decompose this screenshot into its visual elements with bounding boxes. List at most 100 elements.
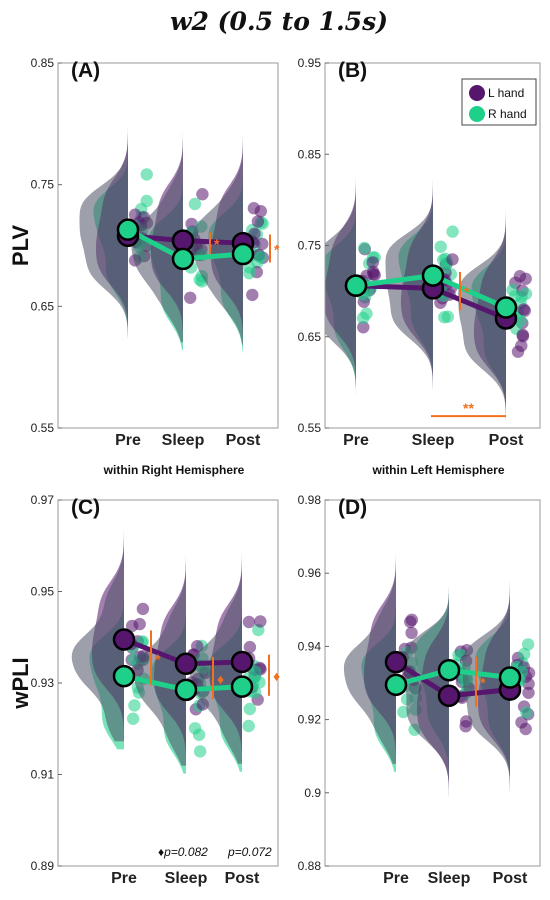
y-tick-label: 0.95	[31, 585, 55, 599]
violin-overlap	[458, 217, 506, 420]
x-category-label: Post	[226, 432, 261, 449]
y-tick-label: 0.95	[298, 56, 322, 70]
x-category-label: Pre	[111, 870, 137, 887]
axes-frame	[57, 62, 279, 429]
legend-label: R hand	[488, 107, 527, 121]
mean-point-r-hand	[421, 264, 445, 287]
mean-point-l-hand	[112, 628, 136, 651]
y-tick-label: 0.85	[31, 56, 55, 70]
subject-point-r-hand	[438, 311, 451, 324]
panel-d: 0.88 0.9 0.92 0.94 0.96 0.98 Pre Sleep Post (D) wi…	[298, 463, 541, 887]
subject-point-r-hand	[248, 665, 262, 678]
subject-point-r-hand	[514, 314, 527, 327]
y-tick-label: 0.65	[298, 330, 322, 344]
mean-point-r-hand	[344, 274, 368, 297]
y-tick-label: 0.93	[31, 676, 55, 690]
x-category-label: Sleep	[165, 870, 208, 887]
mean-point-r-hand	[437, 658, 461, 682]
y-axis-label: PLV	[8, 225, 33, 266]
y-tick-label: 0.55	[31, 421, 55, 435]
panel-letter: (A)	[71, 59, 100, 82]
legend-swatch-r-hand	[469, 106, 485, 122]
x-category-label: Pre	[383, 870, 409, 887]
subject-point-l-hand	[254, 615, 267, 628]
subject-point-l-hand	[196, 188, 209, 201]
axes-frame	[324, 499, 541, 867]
mean-point-r-hand	[116, 218, 140, 241]
subject-point-r-hand	[518, 647, 531, 661]
y-tick-label: 0.55	[298, 421, 322, 435]
subject-point-l-hand	[367, 265, 380, 278]
subject-point-r-hand	[521, 638, 535, 651]
y-tick-label: 0.94	[298, 639, 322, 653]
subject-point-r-hand	[128, 699, 141, 712]
subject-point-l-hand	[522, 686, 535, 699]
y-tick-label: 0.92	[298, 713, 322, 727]
mean-point-r-hand	[231, 242, 255, 266]
violin-overlap	[325, 184, 356, 388]
subject-point-r-hand	[126, 712, 140, 725]
violin-overlap	[71, 537, 124, 742]
subject-point-l-hand	[366, 256, 379, 269]
subject-point-l-hand	[405, 613, 418, 626]
significance-marker: *	[214, 236, 220, 252]
x-category-label: Sleep	[412, 432, 455, 449]
y-tick-label: 0.88	[298, 859, 322, 873]
x-category-label: Sleep	[162, 432, 205, 449]
x-category-label: Post	[489, 432, 524, 449]
mean-point-r-hand	[112, 664, 136, 688]
significance-marker: *	[155, 651, 161, 667]
subject-point-l-hand	[357, 321, 370, 334]
hemisphere-heading: within Left Hemisphere	[371, 463, 504, 477]
subject-point-l-hand	[242, 615, 256, 629]
subject-point-r-hand	[356, 311, 370, 325]
mean-point-l-hand	[384, 650, 408, 674]
y-tick-label: 0.85	[298, 147, 322, 161]
subject-point-r-hand	[243, 702, 256, 716]
y-tick-label: 0.89	[31, 859, 55, 873]
mean-point-r-hand	[498, 666, 522, 689]
y-tick-label: 0.9	[304, 786, 321, 800]
x-category-label: Sleep	[428, 870, 471, 887]
mean-point-r-hand	[384, 673, 408, 697]
x-category-label: Post	[225, 870, 260, 887]
mean-point-r-hand	[494, 296, 518, 319]
panel-letter: (D)	[338, 496, 367, 519]
significance-marker: **	[463, 400, 474, 416]
significance-marker: *	[480, 675, 486, 691]
subject-point-r-hand	[446, 225, 459, 238]
y-tick-label: 0.75	[31, 178, 55, 192]
subject-point-r-hand	[520, 706, 533, 719]
violin-overlap	[79, 134, 128, 338]
legend-label: L hand	[488, 86, 524, 100]
y-tick-label: 0.97	[31, 493, 55, 507]
subject-point-r-hand	[519, 287, 533, 300]
panel-letter: (C)	[71, 496, 100, 519]
legend-swatch-l-hand	[469, 85, 485, 101]
y-tick-label: 0.96	[298, 566, 322, 580]
significance-marker: *	[464, 284, 470, 300]
mean-point-l-hand	[230, 650, 254, 674]
subject-point-l-hand	[522, 677, 535, 691]
subject-point-r-hand	[193, 745, 207, 758]
panel-letter: (B)	[338, 59, 367, 82]
y-tick-label: 0.75	[298, 239, 322, 253]
subject-point-l-hand	[515, 339, 528, 352]
subject-point-l-hand	[136, 602, 150, 616]
significance-marker: ♦	[217, 671, 224, 687]
subject-point-l-hand	[128, 208, 142, 221]
figure-title: w2 (0.5 to 1.5s)	[170, 7, 388, 36]
subject-point-r-hand	[140, 168, 153, 181]
subject-point-l-hand	[516, 328, 529, 342]
mean-point-r-hand	[174, 678, 198, 702]
subject-point-l-hand	[191, 640, 204, 653]
subject-point-r-hand	[242, 719, 255, 733]
y-tick-label: 0.98	[298, 493, 322, 507]
significance-marker: *	[274, 242, 280, 258]
subject-point-r-hand	[192, 728, 206, 741]
subject-point-r-hand	[254, 251, 267, 264]
subject-point-r-hand	[434, 240, 447, 253]
panel-c: 0.89 0.91 0.93 0.95 0.97 Pre Sleep Post (C) wPLI w…	[8, 463, 280, 887]
mean-point-l-hand	[174, 652, 198, 676]
